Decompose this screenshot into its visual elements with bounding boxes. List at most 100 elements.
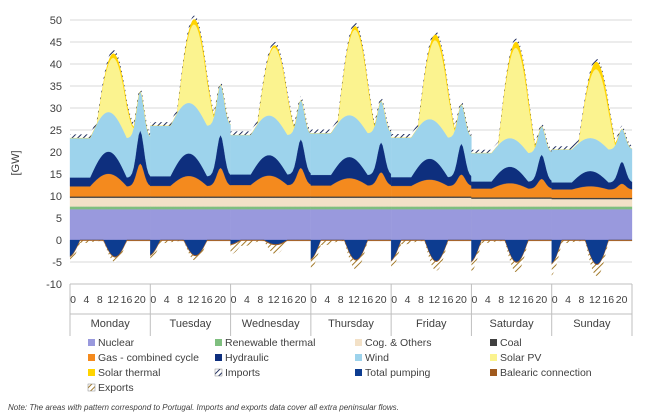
hour-tick-label: 20 (214, 294, 226, 306)
area-exports-day-2 (230, 240, 311, 255)
day-label: Thursday (328, 318, 374, 330)
area-coal-day-6 (551, 197, 633, 200)
legend-swatch (355, 369, 362, 376)
hour-tick-label: 4 (565, 294, 571, 306)
area-imports-day-2 (230, 41, 311, 135)
area-nuclear-day-5 (471, 209, 552, 241)
area-coal-day-2 (230, 196, 312, 198)
area-renewable-thermal-day-4 (390, 206, 472, 210)
hour-tick-label: 0 (150, 294, 156, 306)
plot-areas (69, 15, 633, 277)
y-tick-label: 30 (50, 103, 62, 115)
legend-swatch (88, 339, 95, 346)
legend-swatch (490, 339, 497, 346)
legend-label: Solar PV (500, 352, 541, 364)
legend-label: Balearic connection (500, 367, 592, 379)
area-nuclear-day-6 (551, 209, 633, 241)
hour-tick-label: 0 (311, 294, 317, 306)
legend-label: Coal (500, 337, 522, 349)
hour-tick-label: 0 (391, 294, 397, 306)
hour-tick-label: 20 (455, 294, 467, 306)
hour-tick-label: 0 (552, 294, 558, 306)
y-tick-label: 35 (50, 81, 62, 93)
area-renewable-thermal-day-5 (471, 206, 552, 210)
legend-swatch (214, 368, 223, 377)
y-tick-label: 0 (56, 235, 62, 247)
legend-swatch (355, 339, 362, 346)
y-tick-label: 45 (50, 37, 62, 49)
legend-swatch (88, 354, 95, 361)
area-cog-others-day-4 (390, 197, 472, 207)
area-imports-day-1 (150, 15, 231, 126)
hour-tick-label: 4 (164, 294, 170, 306)
area-coal-day-1 (150, 196, 231, 198)
hour-tick-label: 16 (201, 294, 213, 306)
day-label: Wednesday (242, 318, 300, 330)
area-cog-others-day-3 (310, 197, 392, 207)
hour-tick-label: 16 (602, 294, 614, 306)
area-renewable-thermal-day-1 (150, 206, 231, 210)
hour-tick-label: 12 (509, 294, 521, 306)
day-label: Tuesday (170, 318, 212, 330)
area-cog-others-day-5 (471, 198, 552, 207)
area-renewable-thermal-day-2 (230, 206, 312, 210)
area-coal-day-4 (390, 196, 472, 198)
hour-tick-label: 12 (107, 294, 119, 306)
hour-tick-label: 4 (405, 294, 411, 306)
legend-label: Exports (98, 382, 134, 394)
area-imports-day-0 (70, 49, 151, 138)
hour-tick-label: 8 (177, 294, 183, 306)
day-label: Saturday (490, 318, 535, 330)
y-tick-label: 20 (50, 147, 62, 159)
hour-tick-label: 8 (579, 294, 585, 306)
hour-tick-label: 0 (472, 294, 478, 306)
hour-tick-label: 8 (257, 294, 263, 306)
hour-tick-label: 12 (428, 294, 440, 306)
area-cog-others-day-6 (551, 198, 633, 207)
hour-tick-label: 20 (616, 294, 628, 306)
legend-label: Gas - combined cycle (98, 352, 199, 364)
area-nuclear-day-4 (390, 209, 472, 241)
area-cog-others-day-0 (69, 197, 151, 207)
hour-tick-label: 12 (589, 294, 601, 306)
area-nuclear-day-0 (69, 209, 151, 241)
area-coal-day-5 (471, 197, 552, 199)
chart-note: Note: The areas with pattern correspond … (8, 403, 399, 412)
y-tick-label: -10 (46, 279, 62, 291)
y-tick-label: 5 (56, 213, 62, 225)
hour-tick-label: 4 (244, 294, 250, 306)
hour-tick-label: 16 (522, 294, 534, 306)
hour-tick-label: 20 (295, 294, 307, 306)
area-nuclear-day-3 (310, 209, 392, 241)
hour-tick-label: 0 (70, 294, 76, 306)
area-coal-day-3 (310, 196, 392, 198)
legend-swatch (215, 354, 222, 361)
legend-label: Imports (225, 367, 260, 379)
hour-tick-label: 20 (535, 294, 547, 306)
hour-tick-label: 16 (121, 294, 133, 306)
y-axis: -10 -5 0 5 10 15 20 25 30 35 40 45 50 (46, 15, 62, 291)
legend-swatch (215, 339, 222, 346)
area-renewable-thermal-day-3 (310, 206, 392, 210)
area-nuclear-day-2 (230, 209, 312, 241)
day-label: Friday (416, 318, 447, 330)
legend-swatch (88, 369, 95, 376)
y-axis-label: [GW] (10, 150, 22, 175)
legend-label: Total pumping (365, 367, 431, 379)
hour-tick-label: 8 (418, 294, 424, 306)
legend-label: Cog. & Others (365, 337, 432, 349)
area-nuclear-day-1 (150, 209, 231, 241)
area-cog-others-day-2 (230, 197, 312, 207)
hour-tick-label: 12 (268, 294, 280, 306)
hour-tick-label: 12 (188, 294, 200, 306)
legend-label: Nuclear (98, 337, 135, 349)
legend-swatch (87, 383, 96, 392)
hour-tick-label: 4 (485, 294, 491, 306)
day-label: Sunday (573, 318, 611, 330)
hour-tick-label: 8 (97, 294, 103, 306)
legend-label: Solar thermal (98, 367, 160, 379)
y-tick-label: 25 (50, 125, 62, 137)
y-tick-label: -5 (52, 257, 62, 269)
